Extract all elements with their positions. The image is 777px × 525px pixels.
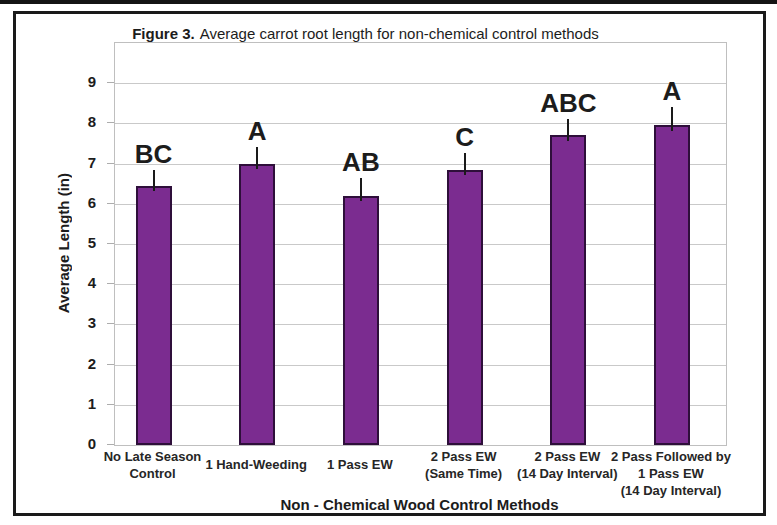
plot-area: BCAABCABCA [114, 42, 727, 446]
error-bar-4 [464, 153, 466, 176]
significance-label-2: A [207, 118, 307, 144]
x-category-label-line: 1 Pass EW [327, 456, 393, 473]
page-top-rule [0, 0, 777, 4]
y-tick-label: 1 [56, 394, 96, 414]
x-category-label-line: (Same Time) [425, 465, 502, 482]
bar-5 [550, 135, 586, 445]
figure-caption-text: Average carrot root length for non-chemi… [200, 25, 599, 42]
x-category-label-line: 2 Pass EW [534, 448, 600, 465]
y-tick-label: 5 [56, 233, 96, 253]
gridline [115, 324, 726, 325]
document-page: Figure 3. Average carrot root length for … [0, 0, 777, 525]
figure-caption-number: Figure 3. [132, 25, 195, 42]
gridline [115, 365, 726, 366]
significance-label-5: ABC [518, 90, 618, 116]
error-bar-2 [256, 147, 258, 170]
x-category-label-line: 2 Pass EW [431, 448, 497, 465]
y-tick-label: 2 [56, 354, 96, 374]
y-tick-mark [107, 163, 114, 164]
bar-3 [343, 196, 379, 445]
y-tick-label: 9 [56, 72, 96, 92]
x-axis-title: Non - Chemical Wood Control Methods [114, 496, 725, 513]
gridline [115, 284, 726, 285]
significance-label-6: A [622, 78, 722, 104]
y-tick-mark [107, 122, 114, 123]
y-tick-mark [107, 203, 114, 204]
x-category-label-6: 2 Pass Followed by1 Pass EW(14 Day Inter… [601, 448, 741, 499]
gridline [115, 204, 726, 205]
y-tick-mark [107, 243, 114, 244]
gridline [115, 164, 726, 165]
figure-frame: Figure 3. Average carrot root length for … [13, 11, 766, 516]
bar-4 [447, 170, 483, 445]
bar-2 [239, 164, 275, 445]
error-bar-6 [671, 107, 673, 132]
x-category-label-line: Control [129, 465, 175, 482]
error-bar-1 [153, 170, 155, 192]
y-tick-mark [107, 404, 114, 405]
bar-6 [654, 125, 690, 445]
x-category-label-line: 1 Pass EW [638, 465, 704, 482]
significance-label-4: C [415, 124, 515, 150]
gridline [115, 244, 726, 245]
significance-label-1: BC [104, 141, 204, 167]
x-category-label-line: 2 Pass Followed by [611, 448, 731, 465]
significance-label-3: AB [311, 149, 411, 175]
y-tick-label: 7 [56, 153, 96, 173]
y-tick-label: 6 [56, 193, 96, 213]
y-tick-label: 8 [56, 112, 96, 132]
bar-1 [136, 186, 172, 445]
y-tick-mark [107, 444, 114, 445]
error-bar-3 [360, 178, 362, 202]
figure-caption: Figure 3. Average carrot root length for … [0, 25, 739, 42]
y-tick-mark [107, 82, 114, 83]
error-bar-5 [567, 119, 569, 141]
y-tick-label: 4 [56, 273, 96, 293]
gridline [115, 405, 726, 406]
y-tick-mark [107, 323, 114, 324]
y-tick-label: 3 [56, 313, 96, 333]
y-tick-mark [107, 283, 114, 284]
y-tick-mark [107, 364, 114, 365]
